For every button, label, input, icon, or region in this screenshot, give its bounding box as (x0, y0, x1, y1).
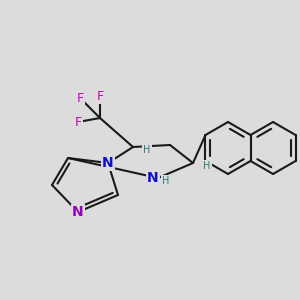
Text: H: H (162, 176, 170, 186)
Text: N: N (72, 205, 84, 219)
Text: N: N (147, 171, 159, 185)
Text: F: F (96, 89, 103, 103)
Text: F: F (76, 92, 84, 104)
Text: N: N (102, 156, 114, 170)
Text: H: H (143, 145, 151, 155)
Text: H: H (203, 161, 211, 171)
Text: F: F (74, 116, 82, 128)
